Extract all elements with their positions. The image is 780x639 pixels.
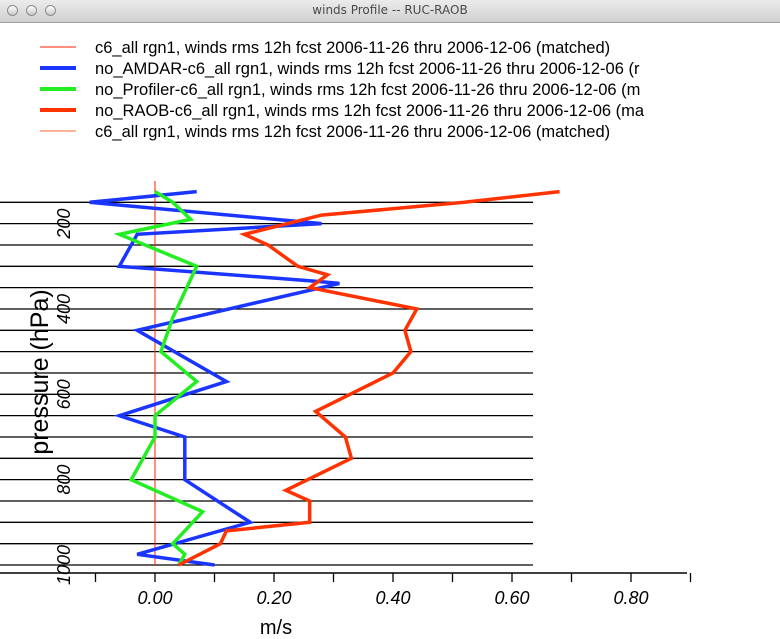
x-tick-label: 0.40 (375, 588, 410, 608)
y-tick-label: 200 (54, 209, 74, 240)
series-lines (89, 181, 560, 567)
zoom-button[interactable] (45, 5, 56, 16)
series-line (89, 189, 340, 567)
y-tick-label: 800 (54, 465, 74, 495)
chart: c6_all rgn1, winds rms 12h fcst 2006-11-… (0, 39, 692, 639)
legend-label: c6_all rgn1, winds rms 12h fcst 2006-11-… (95, 123, 610, 141)
y-axis-title: pressure (hPa) (26, 289, 54, 454)
close-button[interactable] (7, 5, 18, 16)
x-tick-label: 0.60 (494, 588, 529, 608)
x-tick-label: 0.20 (256, 588, 291, 608)
legend-label: no_AMDAR-c6_all rgn1, winds rms 12h fcst… (95, 60, 640, 78)
x-tick-label: 0.80 (613, 588, 648, 608)
window-title: winds Profile -- RUC-RAOB (312, 3, 468, 17)
x-tick-label: 0.00 (137, 588, 172, 608)
x-axis: 0.00 0.20 0.40 0.60 0.80 (0, 572, 692, 608)
legend-label: no_Profiler-c6_all rgn1, winds rms 12h f… (95, 81, 640, 99)
y-axis: 200 400 600 800 1000 (54, 209, 74, 585)
minimize-button[interactable] (26, 5, 37, 16)
gridlines (0, 201, 533, 566)
legend-label: no_RAOB-c6_all rgn1, winds rms 12h fcst … (95, 102, 645, 120)
y-tick-label: 1000 (54, 545, 74, 585)
y-tick-label: 400 (54, 294, 74, 324)
plot-area (0, 181, 560, 567)
series-line (178, 189, 560, 567)
legend-label: c6_all rgn1, winds rms 12h fcst 2006-11-… (95, 39, 610, 57)
window-titlebar: winds Profile -- RUC-RAOB (0, 0, 780, 23)
legend: c6_all rgn1, winds rms 12h fcst 2006-11-… (40, 39, 645, 141)
y-tick-label: 600 (54, 379, 74, 409)
x-axis-title: m/s (260, 617, 292, 639)
series-line (113, 190, 206, 566)
